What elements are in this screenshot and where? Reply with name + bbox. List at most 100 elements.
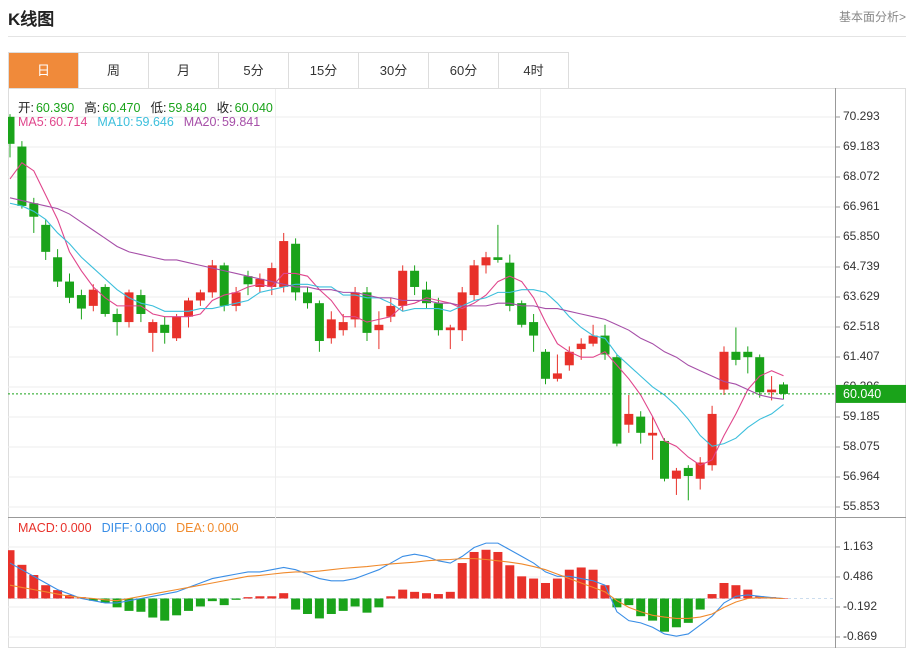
y-tick-label: 66.961 (843, 199, 880, 213)
price-pane (8, 114, 835, 508)
macd-bar (243, 597, 253, 599)
candle-body (493, 257, 503, 260)
candle-body (743, 351, 753, 358)
macd-bar (779, 598, 788, 599)
candle-body (422, 289, 431, 304)
legend-value: 59.841 (221, 115, 261, 129)
series-line (9, 558, 784, 619)
macd-bar (362, 598, 372, 613)
period-tab[interactable]: 周 (79, 53, 149, 89)
macd-bar (529, 578, 539, 599)
period-tab[interactable]: 月 (149, 53, 219, 89)
candle-body (386, 305, 396, 317)
macd-bar (267, 596, 277, 599)
candle-body (779, 384, 788, 394)
legend-value: 0.000 (60, 521, 92, 535)
macd-bar (398, 589, 408, 599)
period-tab[interactable]: 日 (9, 53, 79, 89)
last-price-badge (836, 384, 906, 403)
macd-bar (731, 585, 741, 599)
y-tick-label: 65.850 (843, 229, 880, 243)
candle-body (755, 357, 765, 393)
macd-bar (303, 598, 312, 614)
macd-bar (255, 596, 265, 599)
fundamental-link[interactable]: 基本面分析> (838, 10, 906, 24)
candle-body (600, 335, 610, 355)
legend-name: MA10: (97, 115, 134, 129)
series-line (9, 202, 784, 447)
candle-body (433, 303, 443, 331)
candle-body (660, 440, 669, 479)
candle-body (338, 322, 348, 331)
y-tick-label: 0.486 (843, 569, 873, 583)
macd-bar (505, 565, 515, 599)
candle-body (457, 292, 467, 331)
candle-body (207, 265, 217, 293)
macd-bar (410, 591, 420, 599)
macd-bar (457, 563, 467, 599)
macd-bar (219, 598, 229, 606)
candle-body (671, 470, 681, 479)
macd-bar (184, 598, 193, 611)
candle-body (707, 413, 717, 466)
legend-value: 60.714 (49, 115, 88, 129)
macd-bar (588, 569, 598, 599)
macd-bar (136, 598, 146, 612)
candle-body (731, 351, 741, 360)
candle-body (517, 303, 527, 325)
macd-bar (707, 594, 717, 599)
candle-body (41, 224, 51, 252)
macd-bar (279, 593, 289, 599)
y-tick-label: 55.853 (843, 499, 880, 513)
candle-body (303, 292, 312, 304)
axis-labels: 70.293 69.183 68.072 66.961 65.850 64.739 63.6… (835, 109, 906, 643)
info-value: 59.840 (168, 101, 207, 115)
macd-bar (719, 582, 729, 599)
candle-body (683, 467, 693, 477)
candle-body (88, 289, 98, 306)
candle-body (219, 265, 229, 306)
macd-bar (8, 550, 15, 599)
legend-value: 0.000 (207, 521, 239, 535)
y-tick-label: 63.629 (843, 289, 880, 303)
y-tick-label: 68.072 (843, 169, 880, 183)
candle-body (576, 343, 586, 350)
info-label: 高: (84, 101, 101, 115)
macd-bar (445, 591, 455, 599)
macd-bar (636, 598, 646, 617)
macd-bar (469, 551, 479, 599)
macd-bar (648, 598, 658, 621)
series-line (9, 542, 784, 637)
y-tick-label: 1.163 (843, 539, 873, 553)
candle-body (184, 300, 193, 317)
macd-bar (493, 551, 503, 599)
period-tab[interactable]: 60分 (429, 53, 499, 89)
candle-body (326, 319, 336, 339)
candle-body (279, 241, 289, 287)
macd-bar (314, 598, 324, 619)
macd-bar (231, 598, 241, 600)
series-line (9, 161, 784, 466)
title: K线图 (8, 10, 55, 29)
candle-body (588, 335, 598, 344)
macd-bar (17, 564, 27, 599)
macd-legend: MACD: 0.000 DIFF: 0.000 DEA: 0.000 (18, 521, 249, 535)
candle-body (529, 322, 539, 336)
macd-bar (564, 569, 574, 599)
candle-body (505, 262, 515, 306)
macd-bar (660, 598, 669, 632)
period-tab[interactable]: 30分 (359, 53, 429, 89)
macd-bar (172, 598, 182, 616)
macd-bar (683, 598, 693, 623)
period-tab[interactable]: 4时 (499, 53, 569, 89)
candle-body (100, 286, 110, 314)
divider (8, 36, 906, 37)
candle-body (29, 203, 39, 217)
y-tick-label: 69.183 (843, 139, 880, 153)
period-tab[interactable]: 5分 (219, 53, 289, 89)
period-tab[interactable]: 15分 (289, 53, 359, 89)
y-tick-label: 70.293 (843, 109, 880, 123)
candle-body (469, 265, 479, 296)
